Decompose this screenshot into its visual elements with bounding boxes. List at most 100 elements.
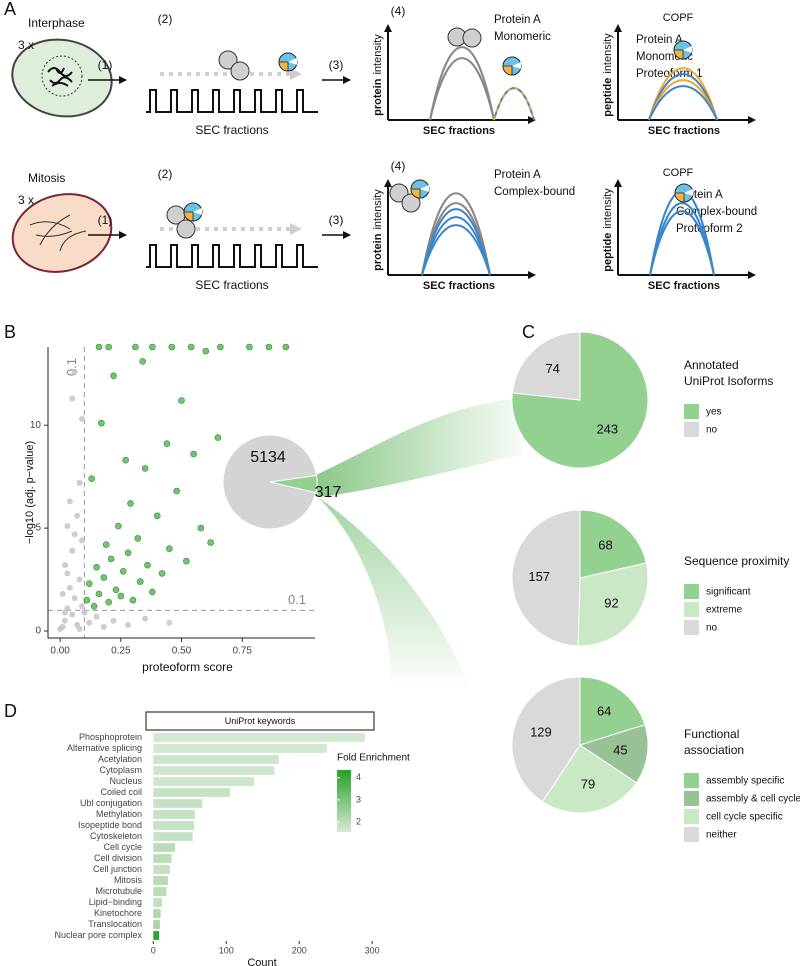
panel-label: D [4,701,17,721]
fractions-label: SEC fractions [195,278,268,292]
bar [153,832,193,841]
pie-slice [511,331,581,401]
slice-label: 5134 [250,449,286,466]
point [127,500,134,507]
point [136,578,144,585]
point [207,539,214,546]
point [88,475,95,483]
point [217,343,224,351]
axis [617,185,750,276]
point [83,596,91,604]
protein-site [502,65,513,76]
panel-label: B [4,322,16,342]
point [246,343,253,351]
legend-swatch [684,584,699,599]
axis-title: peptide intensity [602,33,614,117]
legend-swatch [684,827,699,842]
y-tick-label: Translocation [88,919,142,929]
y-tick-label: Cytoskeleton [90,831,142,841]
replicates-label: 3 x [18,38,34,52]
legend-swatch [684,404,699,419]
protein-site [410,188,421,199]
y-tick-label: Cell junction [93,864,142,874]
pie-slice [222,434,318,530]
bar [153,854,172,863]
point [71,531,78,538]
axis-title-bold: peptide [602,233,614,272]
y-tick-label: Lipid−binding [89,897,142,907]
y-axis-title: −log10 (adj. p−value) [24,441,36,544]
axis-title-bold: protein [372,233,384,271]
x-tick-label: 0.75 [232,646,252,657]
y-tick-label: Alternative splicing [67,743,142,753]
point [132,343,139,351]
bar [153,876,168,885]
slice-label: 92 [604,595,618,610]
point [124,549,132,557]
legend-label: no [706,425,718,436]
point [144,561,151,569]
legend-swatch [684,602,699,617]
point [129,596,137,604]
protein-notch [193,207,202,215]
point [98,419,105,427]
point [105,598,112,606]
point [64,523,71,530]
slice-label: 45 [613,742,627,757]
step-label: (1) [98,213,113,227]
axis [387,185,530,276]
point [90,603,98,610]
plot-title: Protein A [636,34,683,46]
axis [617,30,750,121]
protein-notch [684,188,693,196]
copf-header: COPF [663,167,694,179]
point [78,537,85,544]
point [107,555,115,563]
elution-curve [648,85,718,121]
y-tick-label: Mitosis [114,875,143,885]
point [125,621,132,628]
y-tick-label: Acetylation [98,754,142,764]
point [61,562,68,569]
point [95,590,103,598]
point [93,613,100,620]
point [214,434,222,441]
y-tick-label: Phosphoprotein [79,732,142,742]
step-label: (2) [158,12,173,26]
point [149,588,156,596]
point [76,625,83,632]
pie-slice [579,509,647,579]
axis-line [47,347,315,639]
point [78,416,85,423]
legend-label: extreme [706,605,743,616]
point [190,450,197,458]
pie-slice [577,562,649,647]
point [141,465,149,472]
bar [153,755,279,764]
point [168,343,176,351]
protein-notch [288,57,297,65]
slice-label: 68 [598,538,612,553]
axis-title-rest: intensity [602,188,614,229]
point [71,595,78,602]
connector-fan [314,398,522,497]
point [178,397,185,404]
x-axis-title: proteoform score [142,660,233,674]
legend-swatch [684,620,699,635]
legend-label: assembly & cell cycle [706,794,800,805]
axis-title: SEC fractions [648,125,720,137]
protein-notch [512,61,521,69]
pie-slice [511,676,581,803]
flow-head [290,223,302,235]
point [166,545,173,552]
slice-label: 79 [581,776,595,791]
x-tick-label: 300 [365,945,380,955]
x-tick-label: 200 [292,945,307,955]
axis-title-rest: intensity [372,34,384,75]
y-tick-label: 5 [35,523,41,534]
plot-title: Proteoform 2 [676,223,742,235]
axis-title: protein intensity [372,189,384,271]
axis-title-rest: intensity [372,189,384,230]
colorbar-tick-label: 3 [356,794,361,804]
